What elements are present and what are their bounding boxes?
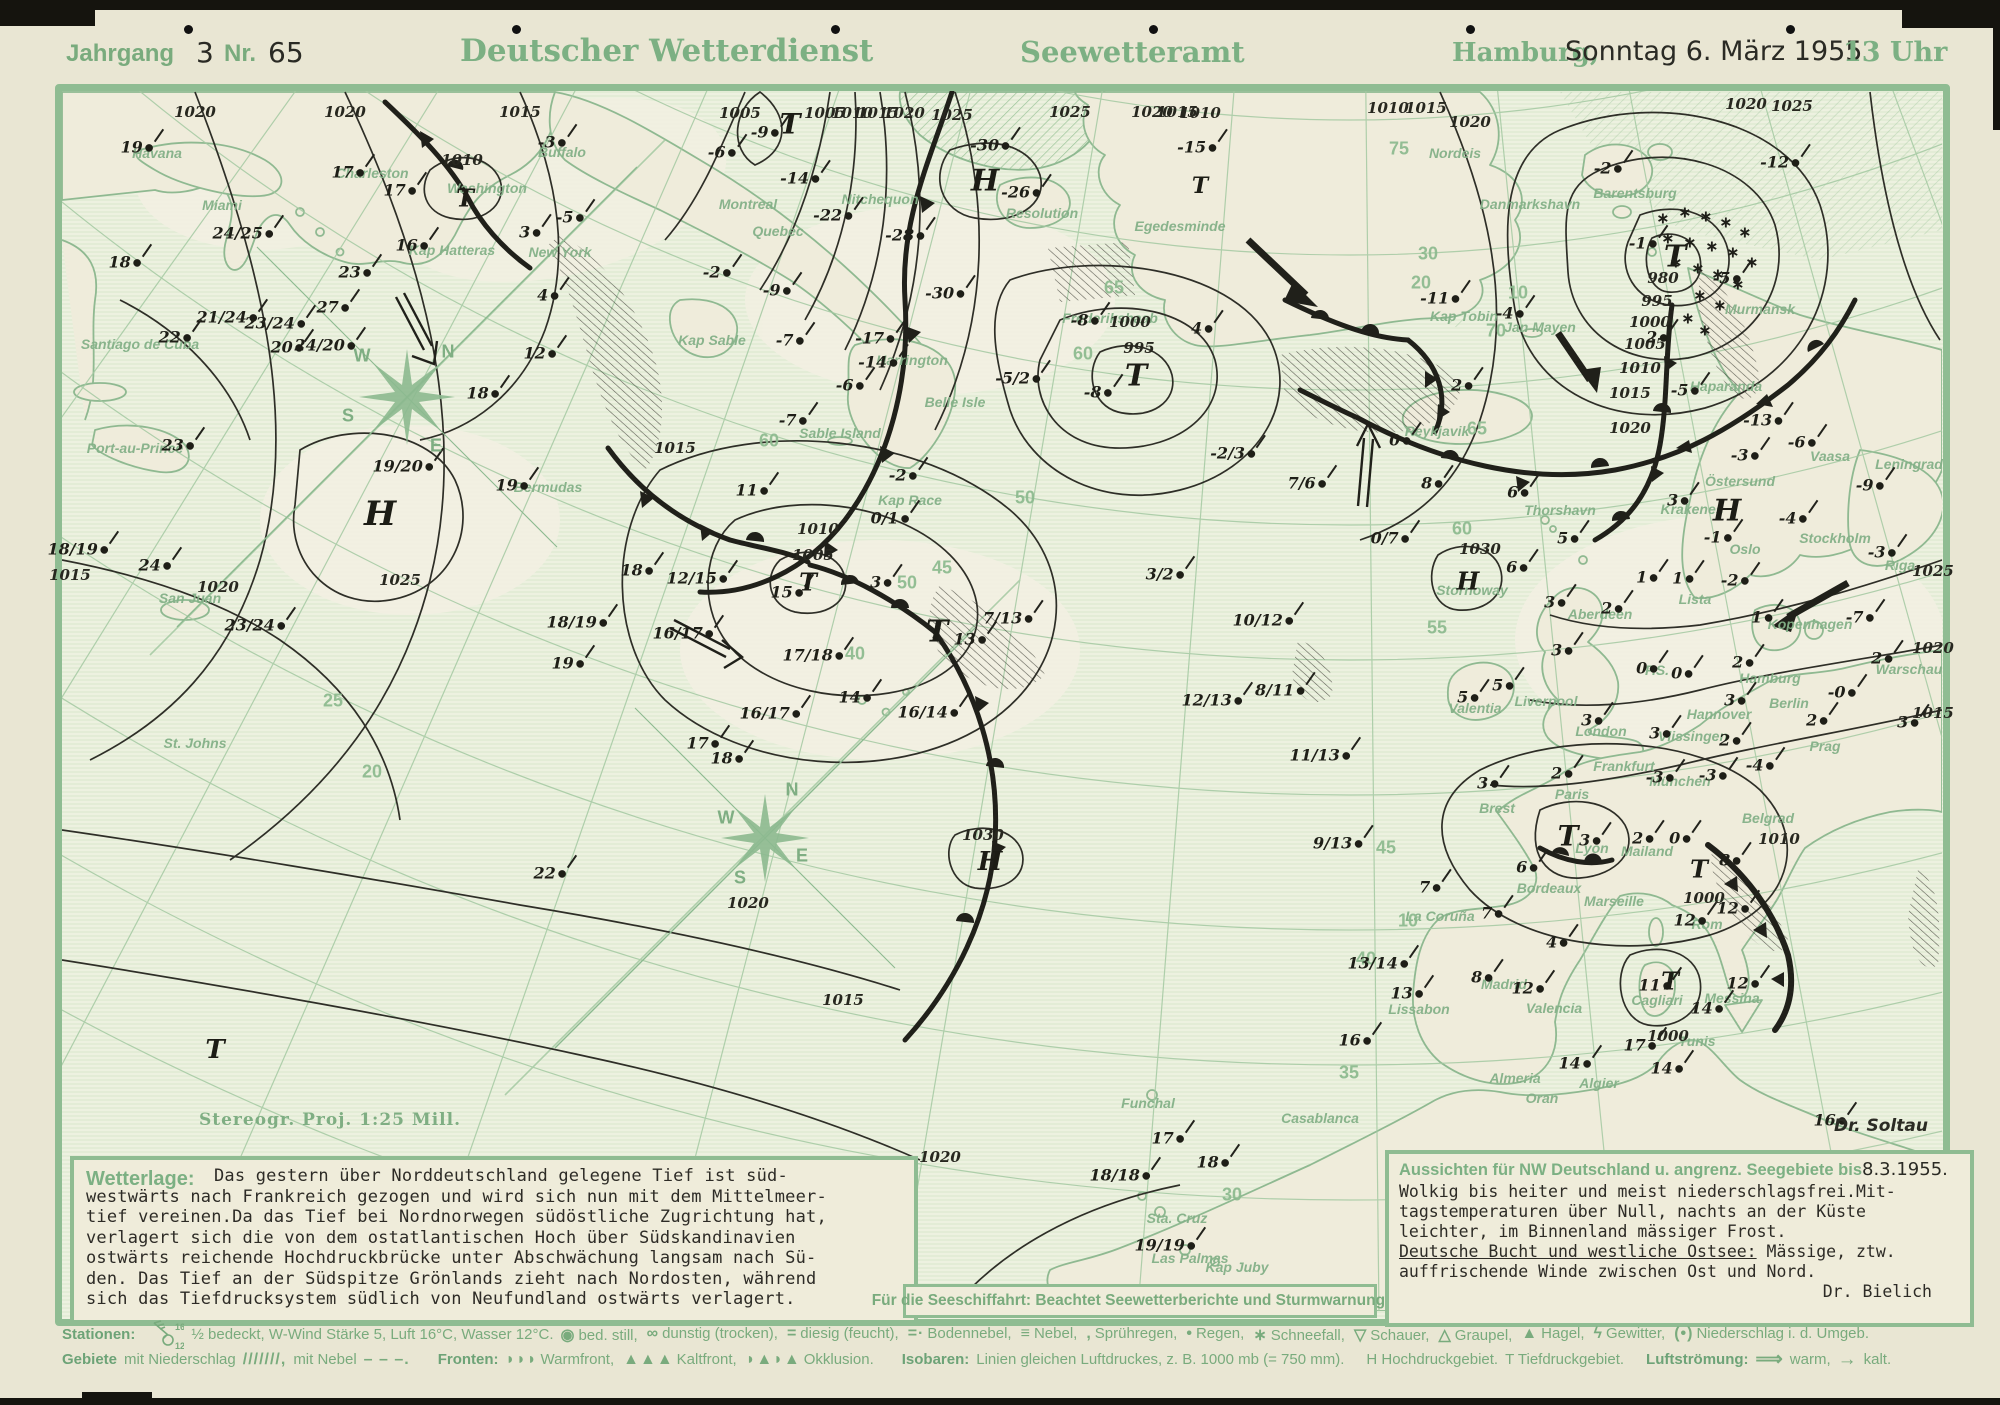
aussichten-region-underlined: Deutsche Bucht und westliche Ostsee: xyxy=(1399,1242,1757,1261)
gebiete-fog-text: mit Nebel xyxy=(293,1351,357,1368)
rain-area-symbol: ///////, xyxy=(242,1350,287,1368)
stationen-label: Stationen: xyxy=(62,1326,136,1343)
header-city: Hamburg, xyxy=(1452,38,1599,68)
cold-flow-arrow-icon: → xyxy=(1837,1348,1857,1370)
forecaster-signature: Dr. Bielich xyxy=(1822,1282,1932,1301)
svg-text:16: 16 xyxy=(175,1322,184,1332)
weather-symbol-legend-item: ▲ Hagel, xyxy=(1521,1324,1585,1342)
gebiete-label: Gebiete xyxy=(62,1351,118,1368)
weather-symbol-legend-item: ϟ Gewitter, xyxy=(1593,1324,1666,1342)
weather-symbol-legend-item: △ Graupel, xyxy=(1438,1326,1513,1344)
weather-symbol-legend-item: ◉ bed. still, xyxy=(560,1326,638,1344)
weather-symbol-legend-item: ▽ Schauer, xyxy=(1353,1326,1430,1344)
weather-symbol-legend-item: ≡ Nebel, xyxy=(1020,1324,1078,1342)
projection-note: Stereogr. Proj. 1:25 Mill. xyxy=(198,1110,462,1130)
header-date-handwritten: Sonntag 6. März 1955 xyxy=(1565,36,1863,67)
cold-flow-text: kalt. xyxy=(1863,1351,1892,1368)
station-sample-text: ½ bedeckt, W-Wind Stärke 5, Luft 16°C, W… xyxy=(191,1326,554,1343)
aussichten-line: auffrischende Winde zwischen Ost und Nor… xyxy=(1399,1262,1817,1281)
seeschifffahrt-note-box: Für die Seeschiffahrt: Beachtet Seewette… xyxy=(872,1284,1408,1318)
fronts-list: ◗◗◗ Warmfront, ▲▲▲ Kaltfront, ◗▲◗▲ Okklusi… xyxy=(506,1351,874,1369)
weather-symbol-legend-item: ∗ Schneefall, xyxy=(1253,1326,1345,1344)
scan-top-edge xyxy=(0,0,2000,10)
map-legend: Stationen: 16 12 ½ bedeckt, W-Wind Stärk… xyxy=(62,1319,1948,1372)
wetterlage-line: Das gestern über Norddeutschland gelegen… xyxy=(214,1166,788,1186)
jahrgang-value: 3 xyxy=(196,36,214,69)
nr-label: Nr. xyxy=(224,40,257,67)
fog-area-symbol: – – –. xyxy=(363,1350,410,1368)
aussichten-date: 8.3.1955. xyxy=(1862,1159,1948,1180)
aussichten-line: leichter, im Binnenland mässiger Frost. xyxy=(1399,1222,1787,1241)
page-subtitle: Seewetteramt xyxy=(1020,35,1245,69)
warm-flow-arrow-icon: ⟹ xyxy=(1755,1349,1783,1370)
front-legend-item: ◗▲◗▲ Okklusion. xyxy=(745,1350,874,1368)
isobaren-text: Linien gleichen Luftdruckes, z. B. 1000 … xyxy=(976,1351,1345,1368)
punch-hole-dot xyxy=(1466,25,1475,34)
wetterlage-line: westwärts nach Frankreich gezogen und wi… xyxy=(86,1186,827,1207)
weather-symbol-legend-item: , Sprühregen, xyxy=(1086,1324,1178,1342)
wetterlage-line: verlagert sich die von dem ostatlantisch… xyxy=(86,1227,796,1248)
weather-symbol-legend-item: (•) Niederschlag i. d. Umgeb. xyxy=(1674,1324,1870,1342)
scan-corner-mark xyxy=(1902,0,2000,28)
aussichten-box: Aussichten für NW Deutschland u. angrenz… xyxy=(1385,1150,1974,1327)
punch-hole-dot xyxy=(1786,25,1795,34)
aussichten-line: Deutsche Bucht und westliche Ostsee: Mäs… xyxy=(1399,1242,1960,1262)
isobaren-label: Isobaren: xyxy=(901,1351,970,1368)
tiefdruck-note: T Tiefdruckgebiet. xyxy=(1505,1351,1625,1368)
luftstroemung-label: Luftströmung: xyxy=(1646,1351,1749,1368)
seeschifffahrt-note: Für die Seeschiffahrt: Beachtet Seewette… xyxy=(871,1292,1409,1309)
header-time: 13 Uhr xyxy=(1843,37,1948,68)
wetterlage-line: den. Das Tief an der Südspitze Grönlands… xyxy=(86,1268,817,1289)
wetterlage-box: Wetterlage: Das gestern über Norddeutsch… xyxy=(70,1156,918,1324)
wetterlage-title: Wetterlage: xyxy=(86,1168,195,1190)
wetterlage-line: tief vereinen.Da das Tief bei Nordnorweg… xyxy=(86,1207,827,1227)
wetterlage-line: sich das Tiefdrucksystem südlich von Neu… xyxy=(86,1289,796,1309)
gebiete-rain-text: mit Niederschlag xyxy=(124,1351,236,1368)
page-title: Deutscher Wetterdienst xyxy=(460,33,874,69)
scan-bottom-edge xyxy=(0,1398,2000,1405)
legend-areas-row: Gebiete mit Niederschlag ///////, mit Ne… xyxy=(62,1347,1948,1372)
aussichten-title: Aussichten für NW Deutschland u. angrenz… xyxy=(1399,1161,1862,1179)
svg-text:12: 12 xyxy=(175,1341,184,1350)
punch-hole-dot xyxy=(512,25,521,34)
front-legend-item: ◗◗◗ Warmfront, xyxy=(505,1350,615,1368)
weather-symbol-legend-item: =· Bodennebel, xyxy=(907,1324,1012,1342)
station-model-icon: 16 12 xyxy=(153,1319,184,1350)
aussichten-line: Wolkig bis heiter und meist niederschlag… xyxy=(1399,1182,1896,1201)
weather-symbol-legend-item: • Regen, xyxy=(1186,1324,1245,1342)
aussichten-line: tagstemperaturen über Null, nachts an de… xyxy=(1399,1202,1866,1221)
punch-hole-dot xyxy=(184,25,193,34)
warm-flow-text: warm, xyxy=(1789,1351,1831,1368)
scan-mark xyxy=(82,1392,152,1399)
scan-edge-mark xyxy=(1993,0,2000,130)
front-legend-item: ▲▲▲ Kaltfront, xyxy=(623,1350,737,1368)
fronten-label: Fronten: xyxy=(437,1351,499,1368)
wetterlage-line: ostwärts reichende Hochdruckbrücke unter… xyxy=(86,1248,817,1268)
weather-symbol-legend-item: = diesig (feucht), xyxy=(786,1324,899,1342)
punch-hole-dot xyxy=(831,25,840,34)
punch-hole-dot xyxy=(1149,25,1158,34)
cartographer-signature: Dr. Soltau xyxy=(1834,1116,1928,1136)
aussichten-after-underlined: Mässige, ztw. xyxy=(1756,1242,1896,1261)
hochdruck-note: H Hochdruckgebiet. xyxy=(1366,1351,1499,1368)
scan-corner-mark xyxy=(0,0,95,26)
map-frame xyxy=(55,84,1950,1326)
legend-stations-row: Stationen: 16 12 ½ bedeckt, W-Wind Stärk… xyxy=(62,1319,1948,1350)
jahrgang-label: Jahrgang xyxy=(66,40,175,67)
nr-value: 65 xyxy=(268,36,304,69)
weather-symbol-legend-item: ∞ dunstig (trocken), xyxy=(646,1324,778,1342)
weather-symbols-list: ◉ bed. still, ∞ dunstig (trocken), = diesi… xyxy=(560,1325,1869,1345)
